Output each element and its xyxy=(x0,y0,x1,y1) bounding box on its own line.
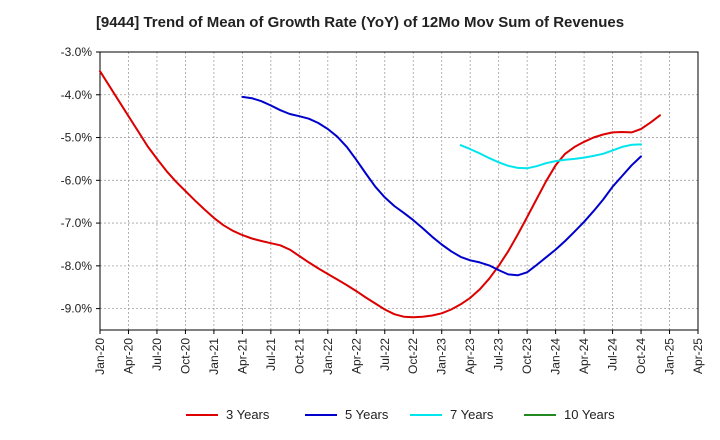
x-tick-label: Oct-21 xyxy=(292,338,306,374)
series-line-5-years xyxy=(241,95,642,277)
x-tick-label: Jan-25 xyxy=(663,338,677,375)
x-tick-label: Apr-25 xyxy=(691,338,705,374)
x-tick-label: Oct-23 xyxy=(520,338,534,374)
chart-title: [9444] Trend of Mean of Growth Rate (YoY… xyxy=(95,14,625,31)
y-tick-label: -3.0% xyxy=(61,45,93,59)
plot-frame xyxy=(99,51,699,331)
x-tick-label: Jan-21 xyxy=(207,338,221,375)
x-tick-label: Oct-24 xyxy=(634,338,648,374)
series-line-7-years xyxy=(459,143,642,170)
x-tick-label: Oct-20 xyxy=(178,338,192,374)
x-tick-label: Jul-20 xyxy=(150,338,164,371)
x-tick-label: Apr-23 xyxy=(463,338,477,374)
x-tick-label: Apr-24 xyxy=(577,338,591,374)
x-tick-label: Jan-20 xyxy=(93,338,107,375)
y-tick-label: -8.0% xyxy=(61,259,93,273)
x-tick-label: Jan-23 xyxy=(435,338,449,375)
y-tick-label: -5.0% xyxy=(61,131,93,145)
x-tick-label: Jan-22 xyxy=(321,338,335,375)
x-tick-label: Jul-24 xyxy=(606,338,620,371)
x-tick-label: Jul-21 xyxy=(264,338,278,371)
x-tick-label: Apr-21 xyxy=(235,338,249,374)
series-line-3-years xyxy=(99,70,661,319)
x-tick-label: Apr-22 xyxy=(349,338,363,374)
x-tick-label: Jan-24 xyxy=(549,338,563,375)
legend-label-5-years: 5 Years xyxy=(345,407,389,422)
y-tick-label: -6.0% xyxy=(61,173,93,187)
x-tick-label: Jul-22 xyxy=(378,338,392,371)
legend-label-10-years: 10 Years xyxy=(564,407,615,422)
legend-label-3-years: 3 Years xyxy=(226,407,270,422)
x-tick-label: Jul-23 xyxy=(492,338,506,371)
x-tick-label: Oct-22 xyxy=(406,338,420,374)
y-tick-label: -7.0% xyxy=(61,216,93,230)
y-tick-label: -9.0% xyxy=(61,302,93,316)
legend-label-7-years: 7 Years xyxy=(450,407,494,422)
y-tick-label: -4.0% xyxy=(61,88,93,102)
x-tick-label: Apr-20 xyxy=(121,338,135,374)
